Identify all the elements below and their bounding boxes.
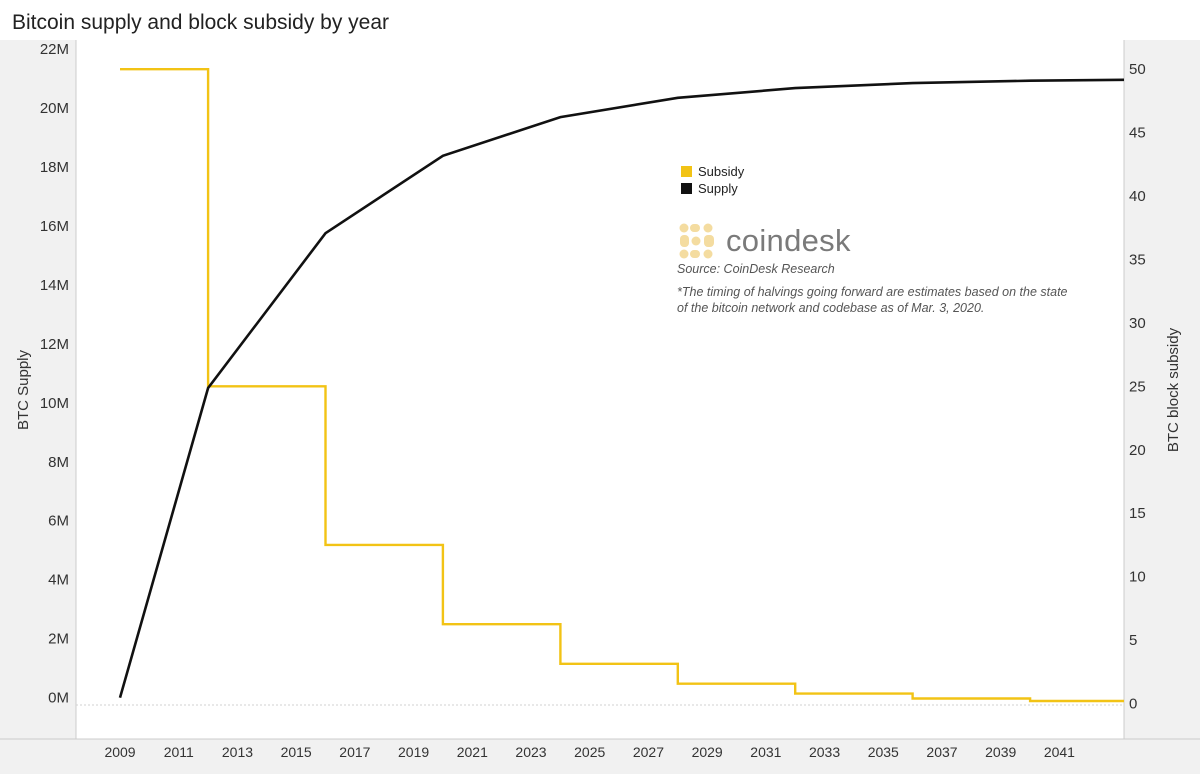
left-axis-label: BTC Supply <box>15 349 32 430</box>
right-tick-label: 30 <box>1129 315 1146 332</box>
x-tick-label: 2017 <box>339 744 370 760</box>
legend-label-subsidy: Subsidy <box>698 164 745 179</box>
x-tick-label: 2033 <box>809 744 840 760</box>
right-tick-label: 15 <box>1129 505 1146 522</box>
coindesk-logo-icon <box>679 223 714 259</box>
left-tick-label: 18M <box>40 159 69 176</box>
right-tick-label: 10 <box>1129 569 1146 586</box>
x-tick-label: 2031 <box>750 744 781 760</box>
chart-title: Bitcoin supply and block subsidy by year <box>12 11 390 34</box>
series-line-subsidy <box>120 67 1124 703</box>
right-tick-label: 5 <box>1129 632 1137 649</box>
right-tick-label: 20 <box>1129 442 1146 459</box>
left-tick-label: 20M <box>40 100 69 117</box>
x-tick-label: 2011 <box>164 744 194 760</box>
x-tick-label: 2019 <box>398 744 429 760</box>
halving-footnote: *The timing of halvings going forward ar… <box>677 285 1068 315</box>
left-tick-label: 0M <box>48 690 69 707</box>
left-tick-label: 10M <box>40 395 69 412</box>
legend-swatch-supply <box>681 183 692 194</box>
x-tick-label: 2015 <box>281 744 312 760</box>
x-tick-label: 2035 <box>868 744 899 760</box>
legend-item-supply: Supply <box>681 180 744 197</box>
x-tick-label: 2039 <box>985 744 1016 760</box>
legend: Subsidy Supply <box>681 163 744 197</box>
right-tick-label: 25 <box>1129 378 1146 395</box>
legend-swatch-subsidy <box>681 166 692 177</box>
right-tick-label: 40 <box>1129 188 1146 205</box>
legend-item-subsidy: Subsidy <box>681 163 744 180</box>
x-tick-labels: 2009 2011 2013 2015 2017 2019 2021 2023 2025 2027… <box>104 744 1075 760</box>
right-tick-label: 50 <box>1129 61 1146 78</box>
right-tick-label: 35 <box>1129 251 1146 268</box>
left-tick-label: 6M <box>48 513 69 530</box>
left-tick-label: 14M <box>40 277 69 294</box>
legend-label-supply: Supply <box>698 181 738 196</box>
left-tick-label: 22M <box>40 41 69 58</box>
right-axis-band <box>1124 40 1200 774</box>
right-tick-labels: 0 5 10 15 20 25 30 35 40 45 50 <box>1129 61 1146 712</box>
left-tick-label: 4M <box>48 572 69 589</box>
right-axis-label: BTC block subsidy <box>1165 327 1182 452</box>
series-line-supply <box>118 78 1125 699</box>
x-tick-label: 2029 <box>692 744 723 760</box>
series-layer <box>118 67 1125 703</box>
x-tick-label: 2013 <box>222 744 253 760</box>
x-tick-label: 2037 <box>926 744 957 760</box>
x-tick-label: 2021 <box>457 744 488 760</box>
x-tick-label: 2025 <box>574 744 605 760</box>
x-tick-label: 2027 <box>633 744 664 760</box>
right-tick-label: 45 <box>1129 125 1146 142</box>
left-tick-labels: 0M 2M 4M 6M 8M 10M 12M 14M 16M 18M 20M 22M <box>40 41 69 707</box>
left-tick-label: 12M <box>40 336 69 353</box>
x-tick-label: 2023 <box>515 744 546 760</box>
x-tick-label: 2041 <box>1044 744 1075 760</box>
left-axis-band <box>0 40 76 774</box>
left-tick-label: 16M <box>40 218 69 235</box>
source-note: Source: CoinDesk Research <box>677 262 835 276</box>
coindesk-logo: coindesk <box>678 222 851 260</box>
left-tick-label: 2M <box>48 631 69 648</box>
x-tick-label: 2009 <box>104 744 135 760</box>
right-tick-label: 0 <box>1129 695 1137 712</box>
left-tick-label: 8M <box>48 454 69 471</box>
coindesk-logo-text: coindesk <box>726 223 851 258</box>
x-axis-band <box>0 739 1200 774</box>
